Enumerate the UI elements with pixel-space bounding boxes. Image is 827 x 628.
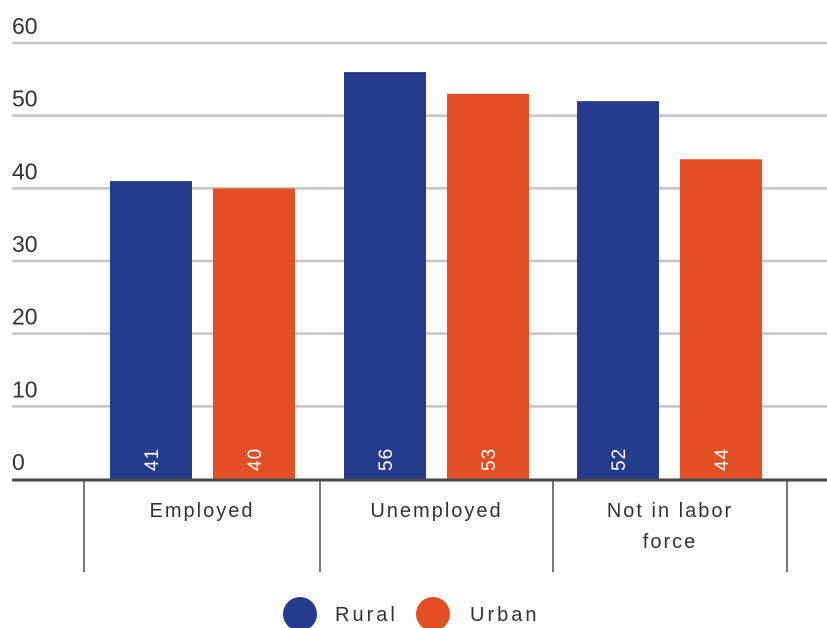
bars	[110, 72, 762, 480]
bar-data-label: 56	[376, 448, 397, 471]
bar-rural-not-in-labor-force	[577, 101, 659, 479]
bar-data-label: 44	[712, 448, 733, 471]
bar-rural-employed	[110, 181, 192, 480]
bar-rural-unemployed	[344, 72, 426, 480]
x-tick-label: Unemployed	[370, 500, 502, 522]
bar-data-labels: 41 40 56 53 52 44	[142, 448, 733, 471]
x-tick-label: force	[643, 531, 697, 553]
bar-urban-employed	[213, 188, 295, 480]
bar-data-label: 41	[142, 448, 163, 471]
x-tick-label: Not in labor	[607, 500, 733, 522]
bar-urban-unemployed	[447, 93, 529, 479]
bar-data-label: 40	[245, 448, 266, 471]
bar-data-label: 52	[609, 448, 630, 471]
legend: Rural Urban	[283, 597, 539, 628]
legend-swatch-rural	[283, 597, 317, 628]
y-tick-label: 60	[12, 13, 38, 39]
legend-label-urban: Urban	[470, 604, 539, 626]
y-tick-label: 40	[12, 158, 38, 184]
y-tick-label: 50	[12, 86, 38, 112]
bar-data-label: 53	[479, 448, 500, 471]
y-tick-label: 10	[12, 376, 38, 402]
legend-swatch-urban	[416, 597, 450, 628]
x-axis-labels: Employed Unemployed Not in labor force	[150, 500, 733, 553]
legend-label-rural: Rural	[335, 604, 398, 626]
category-separators	[83, 481, 788, 572]
y-tick-label: 20	[12, 304, 38, 330]
y-tick-label: 30	[12, 231, 38, 257]
y-axis-ticks: 0 10 20 30 40 50 60	[12, 13, 38, 475]
x-tick-label: Employed	[150, 500, 255, 522]
y-tick-label: 0	[12, 449, 25, 475]
bar-urban-not-in-labor-force	[680, 159, 762, 479]
